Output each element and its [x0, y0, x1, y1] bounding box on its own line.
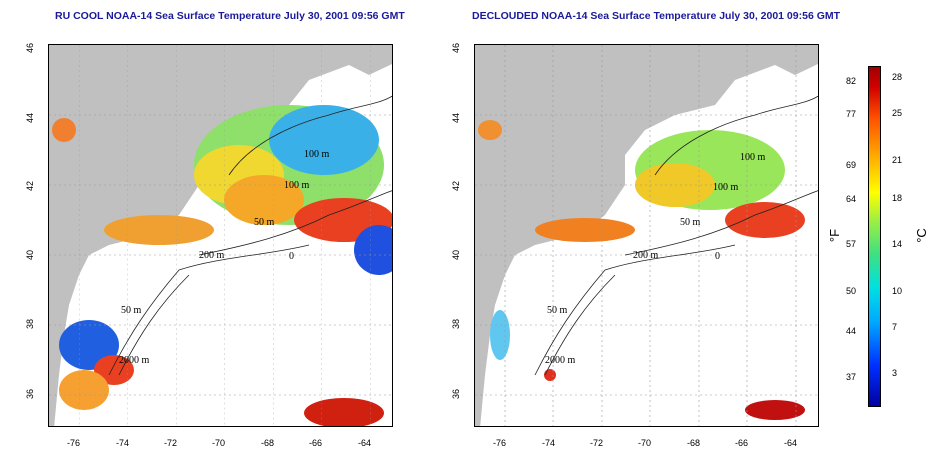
- c-tick: 3: [892, 368, 898, 378]
- right-map-canvas: 100 m 100 m 50 m 200 m 50 m 2000 m 0: [475, 45, 818, 426]
- f-tick: 82: [846, 76, 857, 86]
- left-map-canvas: 100 m 100 m 50 m 200 m 50 m 2000 m 0: [49, 45, 392, 426]
- c-tick: 14: [892, 239, 903, 249]
- contour-label-0: 0: [715, 251, 720, 262]
- c-tick: 25: [892, 108, 903, 118]
- right-map-title: DECLOUDED NOAA-14 Sea Surface Temperatur…: [472, 10, 841, 22]
- y-tick: 44: [25, 112, 36, 124]
- y-tick: 36: [451, 388, 462, 400]
- x-tick: -64: [358, 438, 372, 448]
- f-tick: 44: [846, 326, 857, 336]
- x-tick: -76: [493, 438, 507, 448]
- y-tick: 40: [451, 249, 462, 261]
- y-tick: 46: [451, 42, 462, 54]
- y-tick: 40: [25, 249, 36, 261]
- x-tick: -64: [784, 438, 798, 448]
- y-tick: 42: [25, 180, 36, 192]
- contour-label-0: 0: [289, 251, 294, 262]
- contour-label-50m-a: 50 m: [254, 217, 275, 228]
- x-tick: -70: [212, 438, 226, 448]
- contour-label-2000m: 2000 m: [119, 355, 150, 366]
- x-tick: -72: [164, 438, 178, 448]
- contour-label-2000m: 2000 m: [545, 355, 576, 366]
- c-tick: 10: [892, 286, 903, 296]
- x-tick: -68: [261, 438, 275, 448]
- x-tick: -70: [638, 438, 652, 448]
- y-tick: 46: [25, 42, 36, 54]
- right-sst-map[interactable]: 100 m 100 m 50 m 200 m 50 m 2000 m 0: [474, 44, 819, 427]
- f-tick: 37: [846, 372, 857, 382]
- contour-label-100m-b: 100 m: [284, 180, 310, 191]
- f-tick: 69: [846, 160, 857, 170]
- f-tick: 64: [846, 194, 857, 204]
- x-tick: -72: [590, 438, 604, 448]
- x-tick: -74: [116, 438, 130, 448]
- x-tick: -66: [735, 438, 749, 448]
- contour-label-200m: 200 m: [633, 250, 659, 261]
- contour-label-100m-a: 100 m: [740, 152, 766, 163]
- y-tick: 42: [451, 180, 462, 192]
- contour-label-100m-a: 100 m: [304, 149, 330, 160]
- y-tick: 36: [25, 388, 36, 400]
- c-tick: 7: [892, 322, 898, 332]
- f-tick: 50: [846, 286, 857, 296]
- y-tick: 38: [451, 318, 462, 330]
- contour-label-50m-a: 50 m: [680, 217, 701, 228]
- left-map-title: RU COOL NOAA-14 Sea Surface Temperature …: [55, 10, 405, 22]
- x-tick: -74: [542, 438, 556, 448]
- c-tick: 18: [892, 193, 903, 203]
- f-tick: 57: [846, 239, 857, 249]
- x-tick: -68: [687, 438, 701, 448]
- contour-label-50m-b: 50 m: [121, 305, 142, 316]
- c-tick: 21: [892, 155, 903, 165]
- contour-label-200m: 200 m: [199, 250, 225, 261]
- x-tick: -76: [67, 438, 81, 448]
- celsius-unit-label: °C: [913, 228, 929, 243]
- contour-label-50m-b: 50 m: [547, 305, 568, 316]
- left-sst-map[interactable]: 100 m 100 m 50 m 200 m 50 m 2000 m 0: [48, 44, 393, 427]
- land-mass: [475, 45, 818, 426]
- f-tick: 77: [846, 109, 857, 119]
- x-tick: -66: [309, 438, 323, 448]
- temperature-colorbar: [868, 66, 881, 407]
- contour-label-100m-b: 100 m: [713, 182, 739, 193]
- y-tick: 38: [25, 318, 36, 330]
- fahrenheit-unit-label: °F: [827, 228, 843, 243]
- y-tick: 44: [451, 112, 462, 124]
- c-tick: 28: [892, 72, 903, 82]
